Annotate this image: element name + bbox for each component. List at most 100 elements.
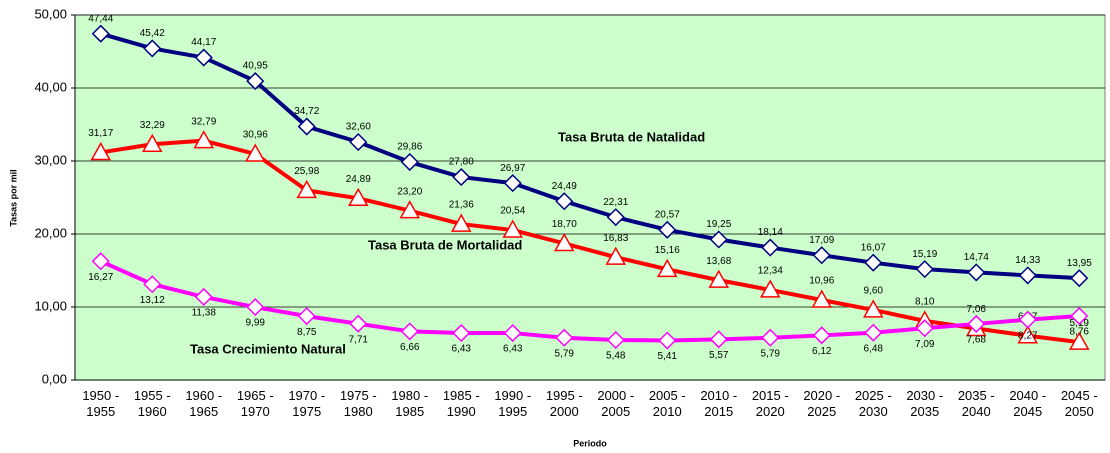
marker [297, 117, 316, 136]
marker [296, 179, 318, 199]
data-label: 16,07 [861, 242, 886, 253]
data-label: 9,99 [246, 318, 266, 329]
series-name: Tasa Crecimiento Natural [190, 341, 346, 356]
marker [502, 219, 524, 238]
x-tick-label: 2005 - 2010 [648, 388, 686, 419]
data-label: 44,17 [191, 37, 216, 48]
data-label: 8,27 [1018, 330, 1038, 341]
marker [812, 246, 831, 265]
data-label: 6,43 [503, 344, 523, 355]
data-label: 13,95 [1067, 258, 1092, 269]
series-name: Tasa Bruta de Natalidad [558, 129, 705, 144]
y-tick-label: 50,00 [34, 6, 67, 21]
data-label: 12,34 [758, 266, 783, 277]
marker [193, 130, 215, 149]
data-label: 5,79 [761, 348, 781, 359]
marker [1018, 266, 1037, 285]
marker [1018, 310, 1037, 329]
data-label: 34,72 [294, 106, 319, 117]
marker [503, 174, 522, 193]
x-tick-label: 1975 - 1980 [339, 388, 377, 419]
data-label: 32,60 [346, 122, 371, 133]
data-label: 18,70 [552, 219, 577, 230]
data-label: 8,76 [1070, 327, 1090, 338]
marker [761, 328, 780, 347]
marker [1068, 331, 1090, 350]
marker [452, 324, 471, 343]
x-tick-label: 2000 - 2005 [597, 388, 635, 419]
marker [862, 299, 884, 318]
x-tick-label: 2030 - 2035 [906, 388, 944, 419]
marker [349, 314, 368, 333]
data-label: 11,38 [192, 308, 217, 319]
data-label: 14,74 [964, 252, 989, 263]
y-tick-label: 20,00 [34, 225, 67, 240]
data-label: 6,66 [400, 342, 420, 353]
marker [244, 143, 266, 162]
data-label: 14,33 [1015, 255, 1040, 266]
data-label: 21,36 [449, 200, 474, 211]
marker [91, 24, 110, 43]
marker [967, 263, 986, 282]
marker [194, 287, 213, 306]
marker [658, 220, 677, 239]
y-tick-label: 30,00 [34, 152, 67, 167]
y-tick-label: 40,00 [34, 79, 67, 94]
data-label: 7,71 [349, 334, 369, 345]
marker [400, 322, 419, 341]
data-label: 13,12 [140, 295, 165, 306]
marker [915, 319, 934, 338]
data-label: 16,83 [603, 233, 628, 244]
series-line [99, 259, 1080, 343]
series-line [100, 31, 1080, 281]
data-label: 8,75 [297, 327, 317, 338]
x-tick-label: 1995 - 2000 [545, 388, 583, 419]
x-tick-label: 1970 - 1975 [288, 388, 326, 419]
data-label: 27,80 [449, 157, 474, 168]
series-name: Tasa Bruta de Mortalidad [368, 237, 522, 252]
marker [1017, 325, 1039, 344]
data-label: 24,89 [346, 174, 371, 185]
x-tick-label: 2020 - 2025 [803, 388, 841, 419]
data-label: 15,16 [655, 245, 680, 256]
marker [246, 72, 265, 91]
x-tick-label: 2025 - 2030 [854, 388, 892, 419]
x-tick-label: 2035 - 2040 [957, 388, 995, 419]
marker [553, 232, 575, 252]
marker [91, 252, 110, 271]
marker [349, 132, 368, 152]
x-tick-label: 1990 - 1995 [494, 388, 532, 419]
data-label: 5,57 [709, 350, 729, 361]
marker [759, 279, 781, 298]
x-tick-label: 1955 - 1960 [133, 388, 171, 419]
marker [658, 331, 677, 350]
marker [452, 167, 471, 187]
data-label: 17,09 [809, 235, 834, 246]
marker [450, 213, 472, 232]
data-label: 7,09 [915, 339, 935, 350]
data-label: 40,95 [243, 61, 268, 72]
data-label: 25,98 [294, 166, 319, 177]
data-label: 22,31 [603, 197, 628, 208]
data-label: 47,44 [88, 13, 113, 24]
marker [606, 330, 625, 350]
data-label: 32,29 [140, 120, 165, 131]
data-label: 32,79 [191, 116, 216, 127]
marker [1070, 269, 1089, 288]
x-axis-label: Periodo [573, 438, 607, 448]
marker [605, 246, 627, 265]
marker [864, 253, 883, 272]
data-label: 18,14 [758, 227, 783, 238]
x-tick-label: 2010 - 2015 [700, 388, 738, 419]
x-tick-label: 2045 - 2050 [1060, 388, 1098, 419]
data-label: 20,54 [500, 206, 525, 217]
y-tick-label: 10,00 [34, 298, 67, 313]
marker [503, 324, 522, 343]
marker [967, 314, 986, 333]
data-label: 5,41 [658, 351, 678, 362]
marker [761, 238, 780, 257]
y-axis-label: Tasas por mil [8, 169, 18, 226]
marker [347, 187, 369, 207]
data-label: 45,42 [140, 28, 165, 39]
marker [555, 192, 574, 211]
